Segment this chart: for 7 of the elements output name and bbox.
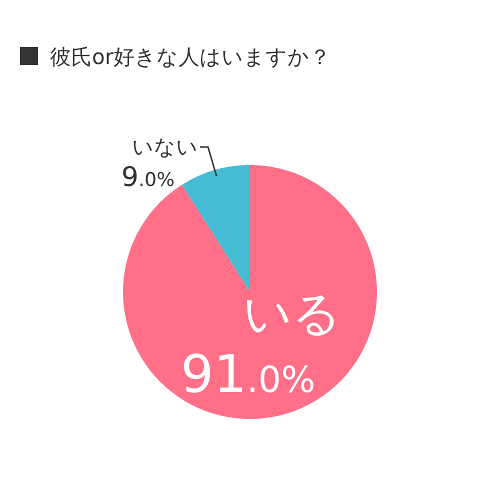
slice-label: いない (132, 135, 198, 159)
pie-slice (123, 165, 377, 419)
slice-label: いる (243, 286, 341, 342)
data-label: 91.0% (180, 345, 316, 405)
pie-slice (182, 165, 250, 292)
chart-title: 彼氏or好きな人はいますか？ (50, 45, 330, 69)
data-label: 9.0% (121, 162, 175, 193)
